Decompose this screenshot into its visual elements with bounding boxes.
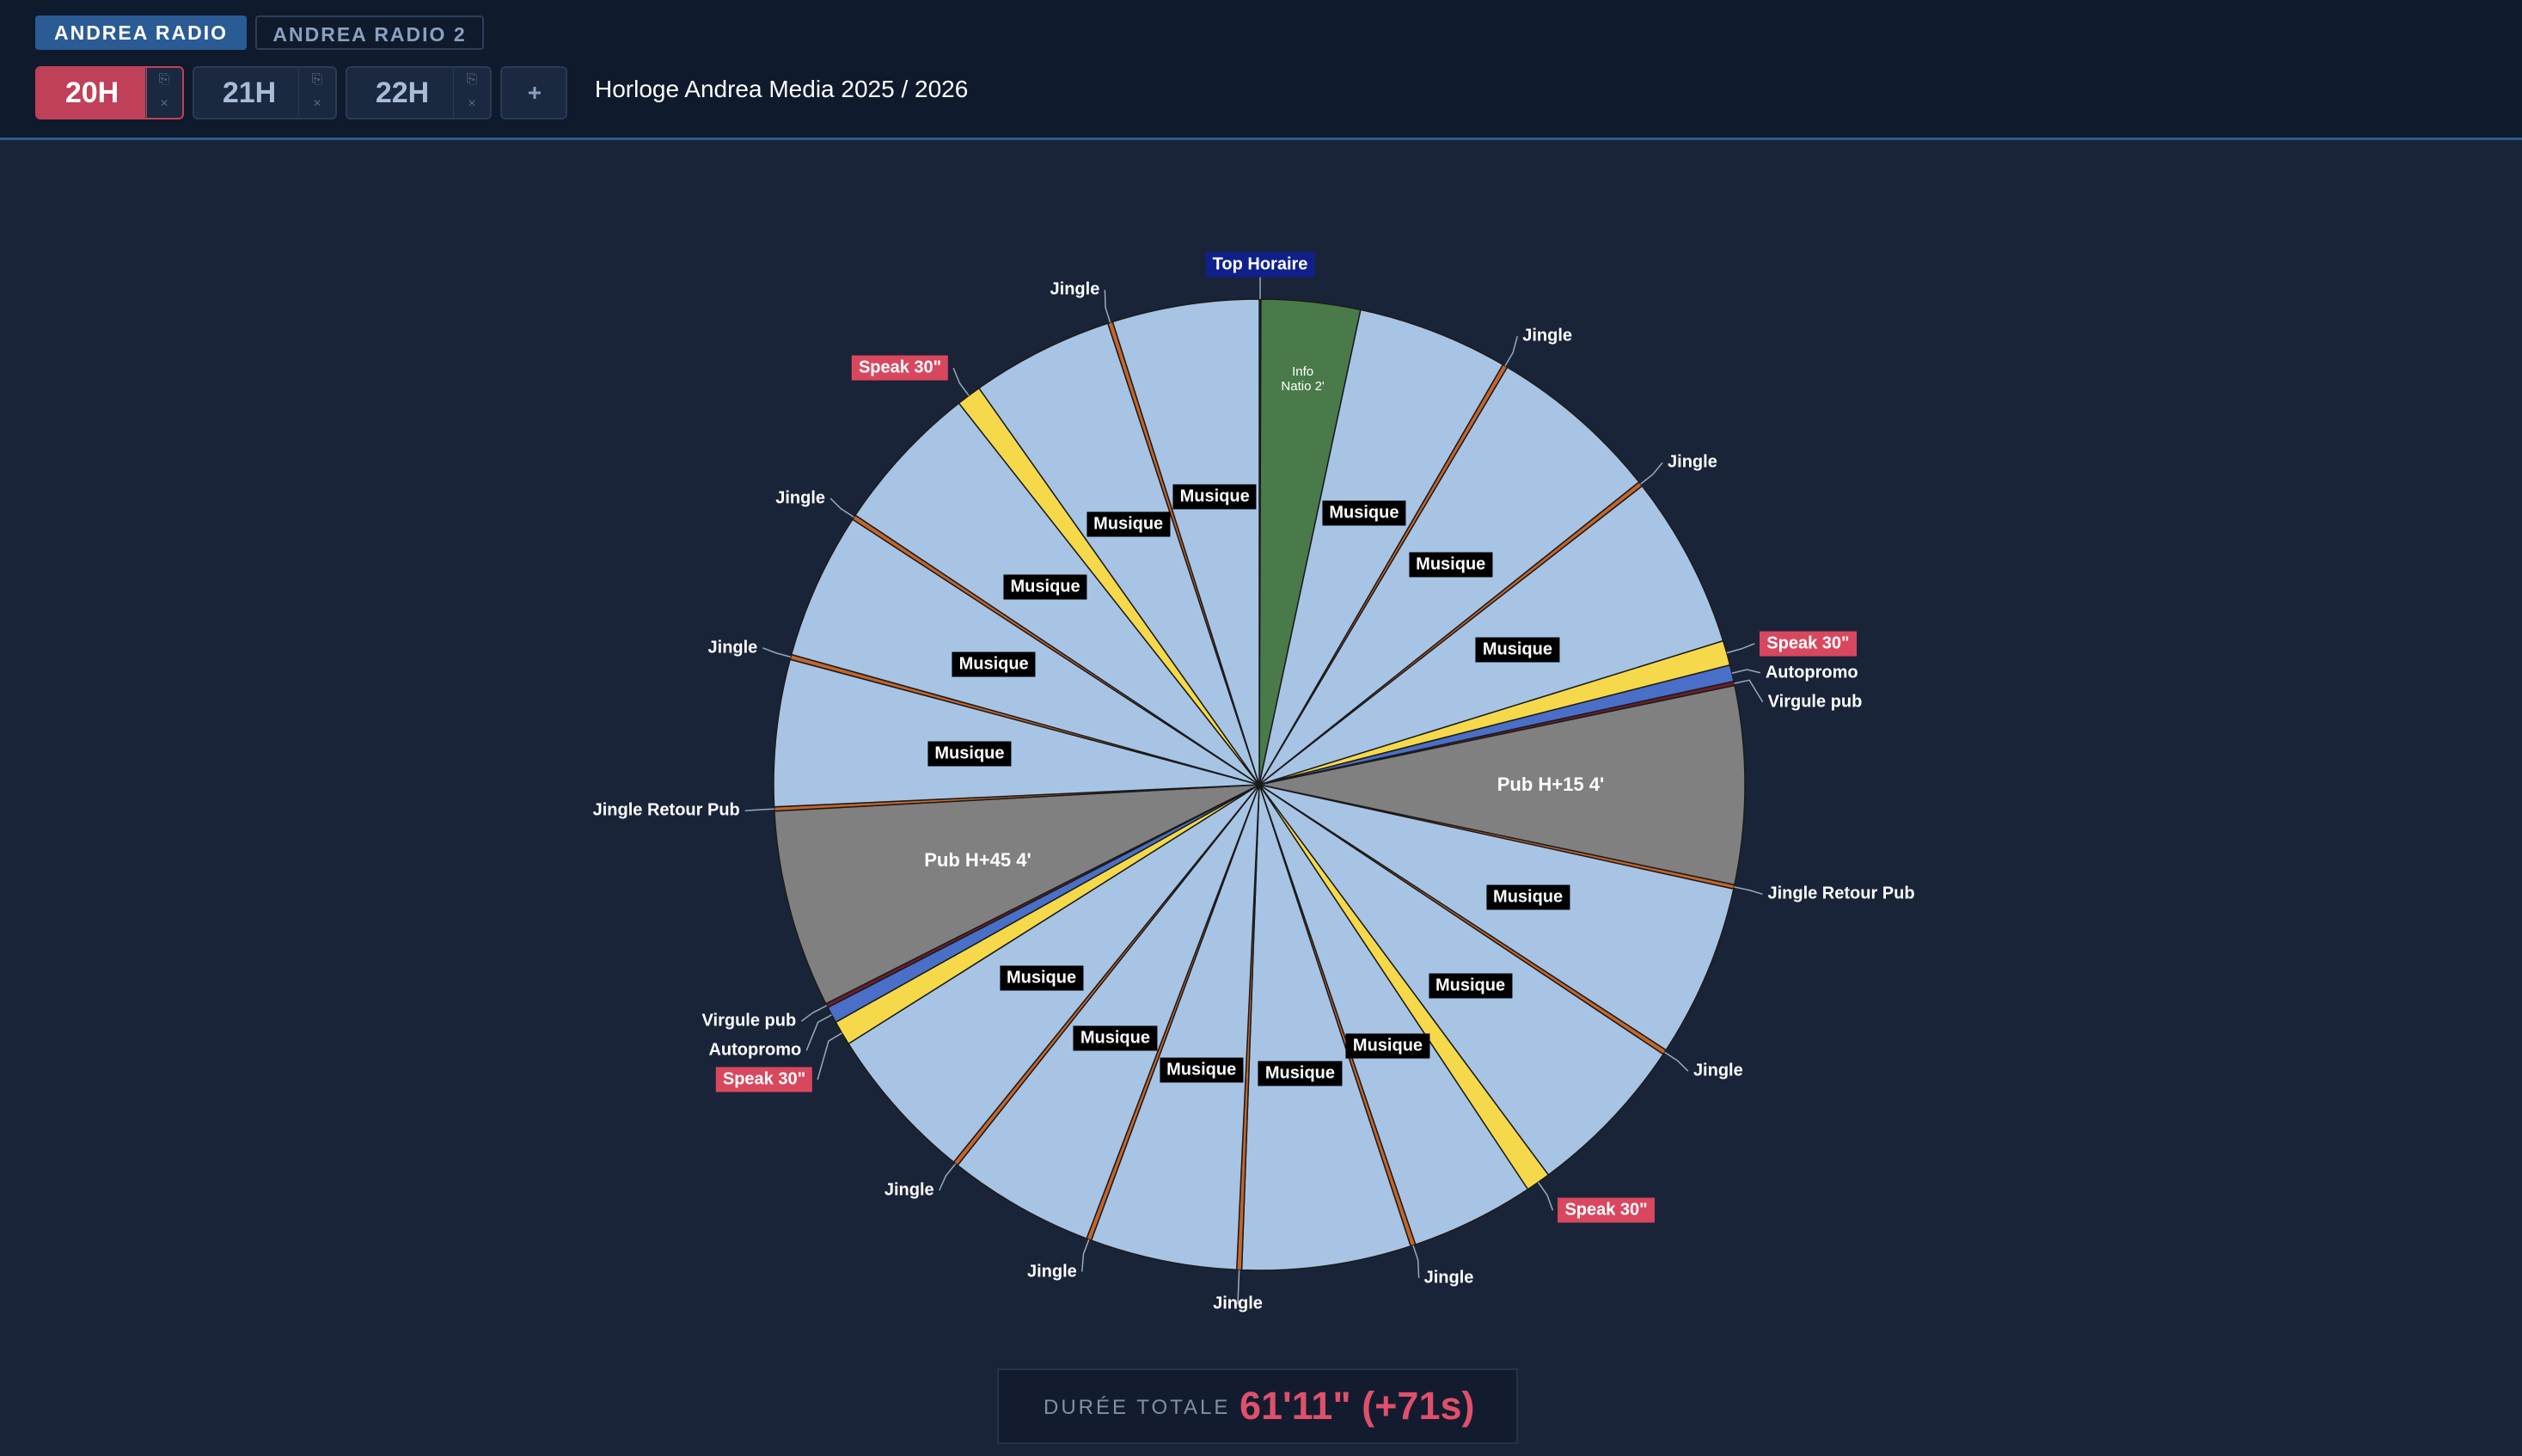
pie-slice: [1258, 684, 1746, 886]
slice-label: Speak 30": [1760, 631, 1857, 657]
slice-label: Virgule pub: [1767, 692, 1863, 712]
station-tab[interactable]: ANDREA RADIO: [35, 15, 247, 50]
hour-actions[interactable]: ⎘ ×: [145, 68, 182, 118]
slice-label: Jingle: [1050, 279, 1100, 299]
slice-label: Musique: [1172, 484, 1257, 510]
station-tab[interactable]: ANDREA RADIO 2: [255, 15, 484, 50]
slice-label: Musique: [1345, 1033, 1430, 1059]
slice-label: Musique: [1475, 637, 1559, 663]
leader-line: [744, 808, 774, 811]
slice-label: Autopromo: [708, 1040, 802, 1060]
slice-label: Jingle: [1026, 1262, 1077, 1282]
hour-label: 21H: [222, 76, 277, 109]
leader-line: [952, 367, 970, 396]
leader-line: [1537, 1182, 1554, 1211]
slice-label: Musique: [1000, 965, 1084, 991]
leader-line: [1412, 1245, 1420, 1278]
add-hour-button[interactable]: [500, 66, 567, 119]
slice-label: Speak 30": [1558, 1197, 1655, 1223]
slice-label: Musique: [1003, 574, 1087, 600]
slice-label: Musique: [1322, 500, 1406, 526]
hour-tab[interactable]: 20H ⎘ ×: [35, 66, 184, 119]
slice-label: Jingle: [775, 488, 826, 508]
pie-slice: [774, 784, 1260, 1005]
pie-slice: [773, 658, 1260, 808]
slice-label: Musique: [927, 741, 1012, 767]
slice-label: Jingle: [1693, 1061, 1743, 1080]
slice-label: Speak 30": [715, 1067, 813, 1092]
leader-line: [1731, 669, 1760, 674]
leader-line: [1734, 886, 1763, 896]
slice-label: Jingle: [1522, 326, 1573, 346]
slice-label: Musique: [952, 652, 1036, 677]
slice-label: Autopromo: [1765, 663, 1858, 682]
slice-label: Jingle: [884, 1180, 934, 1200]
leader-line: [1640, 462, 1663, 485]
leader-line: [1104, 290, 1111, 323]
hour-label: 22H: [375, 76, 430, 109]
leader-line: [800, 1005, 828, 1022]
pie-slice: [1258, 485, 1724, 786]
total-value: 61'11" (+71s): [1240, 1384, 1475, 1428]
pie-slice: [1258, 784, 1735, 1051]
hour-tab[interactable]: 22H ⎘ ×: [346, 66, 492, 119]
leader-line: [1726, 643, 1755, 654]
total-duration-box: DURÉE TOTALE 61'11" (+71s): [997, 1368, 1518, 1444]
slice-label: Musique: [1087, 511, 1171, 537]
slice-label: Virgule pub: [701, 1011, 797, 1031]
slice-label: Jingle Retour Pub: [1767, 884, 1915, 903]
leader-line: [817, 1032, 842, 1080]
pie-slice: [977, 322, 1260, 786]
slice-label: Jingle Retour Pub: [592, 800, 740, 820]
slice-label: Musique: [1073, 1025, 1157, 1051]
slice-label: Top Horaire: [1205, 252, 1315, 278]
pie-slice: [1258, 309, 1504, 786]
slice-label: Pub H+45 4': [924, 848, 1031, 871]
slice-label: Jingle: [707, 638, 758, 658]
header-bar: ANDREA RADIO ANDREA RADIO 2 20H ⎘ × 21H ⎘…: [0, 0, 2522, 140]
slice-label: Info Natio 2': [1281, 364, 1325, 395]
pie-slice: [1111, 298, 1260, 786]
leader-line: [829, 498, 854, 518]
hour-actions[interactable]: ⎘ ×: [298, 68, 335, 118]
leader-line: [805, 1014, 832, 1051]
slice-label: Pub H+15 4': [1497, 774, 1605, 796]
pie-slice: [790, 518, 1260, 786]
slice-label: Speak 30": [851, 355, 949, 381]
leader-line: [762, 647, 792, 658]
leader-line: [1237, 1269, 1240, 1305]
slice-label: Musique: [1160, 1057, 1244, 1083]
slice-label: Jingle: [1668, 452, 1717, 472]
leader-line: [1504, 336, 1518, 367]
slice-label: Musique: [1428, 973, 1513, 999]
hour-label: 20H: [37, 68, 147, 118]
leader-line: [1734, 679, 1764, 703]
pie-slice: [1240, 784, 1412, 1271]
total-label: DURÉE TOTALE: [1044, 1396, 1231, 1419]
leader-line: [938, 1163, 957, 1191]
pie-slice: [1090, 784, 1260, 1271]
leader-line: [1664, 1051, 1689, 1072]
slice-label: Musique: [1409, 552, 1493, 578]
slice-label: Jingle: [1213, 1294, 1263, 1313]
clock-title: Horloge Andrea Media 2025 / 2026: [595, 76, 969, 102]
slice-label: Jingle: [1423, 1268, 1474, 1288]
hour-actions[interactable]: ⎘ ×: [453, 68, 490, 118]
hour-tab[interactable]: 21H ⎘ ×: [193, 66, 337, 119]
leader-line: [1081, 1239, 1090, 1272]
slice-label: Musique: [1486, 884, 1570, 910]
slice-label: Musique: [1258, 1061, 1343, 1086]
pie-slice: [956, 784, 1260, 1240]
